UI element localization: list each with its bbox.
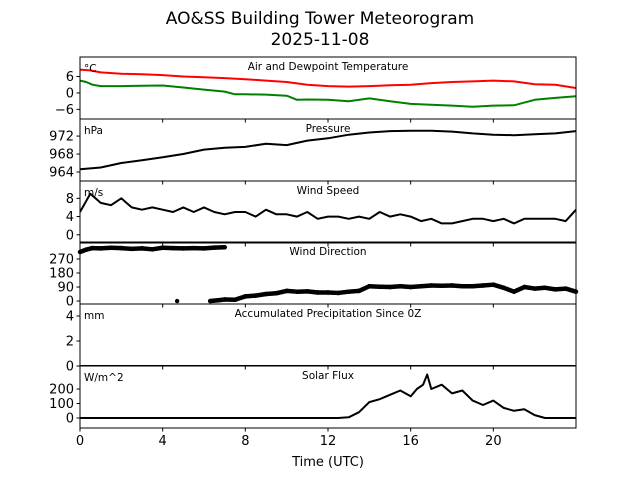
x-tick-label: 16 bbox=[402, 434, 419, 449]
x-tick-label: 12 bbox=[320, 434, 337, 449]
y-tick-label: 0 bbox=[66, 360, 74, 375]
panel-title: Wind Direction bbox=[289, 246, 366, 258]
y-tick-label: 6 bbox=[66, 70, 74, 85]
wind-speed-line bbox=[80, 192, 576, 225]
wind-direction-segment bbox=[563, 286, 579, 294]
air-temperature-line bbox=[80, 68, 576, 89]
panel-4: 4 2 0 Accumulated Precipitation Since 0Z mm bbox=[66, 303, 577, 375]
dewpoint-line bbox=[80, 79, 576, 108]
y-tick-label: 4 bbox=[66, 310, 74, 325]
y-tick-label: 270 bbox=[49, 252, 74, 267]
y-tick-label: 200 bbox=[49, 383, 74, 398]
panel-1: 972 968 964 Pressure hPa bbox=[49, 118, 577, 185]
panel-unit: mm bbox=[84, 310, 104, 322]
wind-direction-point bbox=[174, 298, 180, 304]
x-tick-label: 0 bbox=[76, 434, 84, 449]
x-axis-label: Time (UTC) bbox=[291, 455, 364, 470]
panel-title: Pressure bbox=[306, 123, 351, 135]
panel-title: Solar Flux bbox=[302, 370, 354, 382]
y-tick-label: 180 bbox=[49, 267, 74, 282]
panel-title: Accumulated Precipitation Since 0Z bbox=[235, 308, 422, 320]
panel-unit: °C bbox=[84, 63, 97, 75]
chart-title: AO&SS Building Tower Meteorogram bbox=[166, 9, 474, 29]
y-tick-label: 0 bbox=[66, 228, 74, 243]
y-tick-label: −6 bbox=[55, 103, 74, 118]
y-tick-label: 0 bbox=[66, 412, 74, 427]
y-tick-label: 4 bbox=[66, 210, 74, 225]
y-tick-label: 100 bbox=[49, 397, 74, 412]
panel-0: 60 −6 Air and Dewpoint Temperature °C bbox=[55, 56, 577, 123]
y-tick-label: 968 bbox=[49, 148, 74, 163]
panel-2: 8 4 0 Wind Speed m/s bbox=[66, 180, 577, 247]
panel-unit: hPa bbox=[84, 125, 103, 137]
y-tick-label: 8 bbox=[66, 192, 74, 207]
x-tick-label: 4 bbox=[159, 434, 167, 449]
panel-unit: m/s bbox=[84, 187, 103, 199]
x-tick-label: 20 bbox=[485, 434, 502, 449]
y-tick-label: 964 bbox=[49, 166, 74, 181]
chart-subtitle: 2025-11-08 bbox=[271, 30, 370, 50]
panel-title: Wind Speed bbox=[297, 185, 360, 197]
y-tick-label: 0 bbox=[66, 295, 74, 310]
solar-flux-line bbox=[80, 373, 576, 419]
x-tick-label: 8 bbox=[241, 434, 249, 449]
y-tick-label: 90 bbox=[57, 281, 74, 296]
panel-unit: W/m^2 bbox=[84, 372, 124, 384]
panel-title: Air and Dewpoint Temperature bbox=[248, 61, 409, 73]
y-tick-label: 972 bbox=[49, 130, 74, 145]
y-tick-label: 0 bbox=[66, 86, 74, 101]
pressure-line bbox=[80, 129, 576, 171]
y-tick-label: 2 bbox=[66, 335, 74, 350]
